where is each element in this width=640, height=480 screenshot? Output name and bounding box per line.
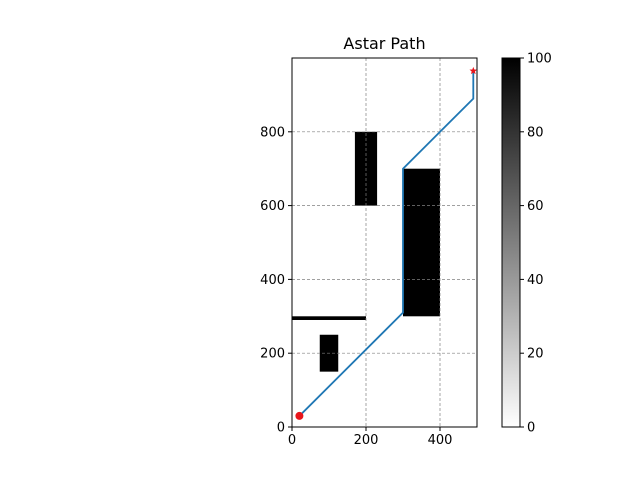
path-line xyxy=(298,70,475,417)
plot-area: 0 200 400 0 200 400 600 800 xyxy=(260,57,478,448)
colorbar-tick-label: 0 xyxy=(527,421,535,436)
x-tick-label: 200 xyxy=(354,433,379,448)
y-tick-label: 600 xyxy=(260,199,285,214)
axes-frame xyxy=(291,57,478,428)
colorbar-tick-label: 60 xyxy=(527,199,544,214)
obstacle xyxy=(292,316,366,320)
y-tick-label: 200 xyxy=(260,347,285,362)
start-marker xyxy=(295,411,304,420)
x-tick-label: 400 xyxy=(428,433,453,448)
chart-title: Astar Path xyxy=(343,34,425,53)
x-tick-label: 0 xyxy=(288,433,296,448)
colorbar-tick-label: 40 xyxy=(527,273,544,288)
colorbar-tick-label: 100 xyxy=(527,52,552,67)
colorbar-tick-label: 80 xyxy=(527,125,544,140)
colorbar-fill xyxy=(501,57,521,428)
obstacle xyxy=(403,168,440,317)
colorbar-tick-label: 20 xyxy=(527,347,544,362)
y-tick-label: 400 xyxy=(260,273,285,288)
y-tick-label: 0 xyxy=(277,421,285,436)
goal-marker xyxy=(469,66,478,75)
colorbar: 0 20 40 60 80 100 xyxy=(501,52,552,436)
y-tick-label: 800 xyxy=(260,125,285,140)
